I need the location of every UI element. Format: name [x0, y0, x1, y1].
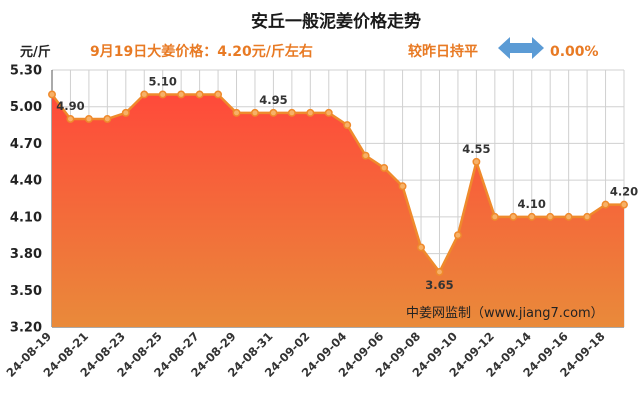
data-point: [453, 231, 462, 240]
y-tick-label: 4.40: [10, 174, 42, 189]
data-point: [417, 243, 425, 252]
data-point: [177, 90, 186, 99]
data-label: 3.65: [425, 278, 453, 292]
data-point: [269, 108, 278, 117]
data-labels: 4.90 5.10 4.95 3.65 4.55 4.10 4.20: [56, 74, 638, 291]
data-point: [48, 90, 56, 99]
change-value: 0.00%: [550, 44, 599, 60]
data-point: [324, 108, 333, 117]
data-point: [103, 115, 112, 123]
double-arrow-icon: [498, 37, 544, 59]
data-point: [398, 182, 407, 191]
data-point: [472, 157, 481, 166]
y-tick-label: 3.80: [10, 247, 42, 262]
watermark: 中姜网监制（www.jiang7.com）: [406, 306, 604, 321]
data-point: [306, 108, 315, 117]
data-label: 5.10: [149, 74, 177, 88]
y-tick-label: 4.10: [10, 210, 42, 225]
data-point: [140, 90, 149, 99]
data-point: [343, 121, 352, 130]
y-axis: 3.20 3.50 3.80 4.10 4.40 4.70 5.00 5.30: [10, 64, 42, 336]
data-point: [158, 90, 167, 99]
chart-title: 安丘一般泥姜价格走势: [251, 11, 421, 32]
data-point: [546, 212, 555, 221]
y-tick-label: 4.70: [10, 137, 42, 152]
data-point: [361, 151, 370, 160]
data-point: [620, 200, 628, 209]
data-point: [490, 212, 499, 221]
data-point: [214, 90, 223, 99]
data-point: [251, 108, 259, 117]
data-label: 4.10: [518, 197, 546, 211]
y-tick-label: 3.50: [10, 284, 42, 299]
data-point: [121, 108, 130, 117]
change-text: 较昨日持平: [408, 43, 478, 60]
data-label: 4.90: [56, 99, 84, 113]
data-point: [84, 115, 93, 123]
data-label: 4.55: [462, 142, 490, 156]
data-point: [66, 115, 75, 123]
data-point: [564, 212, 573, 221]
x-axis: 24-08-1924-08-2124-08-2324-08-2524-08-27…: [4, 329, 608, 380]
data-point: [583, 212, 592, 221]
y-unit-label: 元/斤: [20, 44, 51, 60]
data-point: [527, 212, 536, 221]
data-point: [195, 90, 204, 99]
data-point: [380, 163, 389, 172]
y-tick-label: 3.20: [10, 321, 42, 336]
chart-subtitle: 9月19日大姜价格：4.20元/斤左右: [90, 43, 313, 60]
y-tick-label: 5.00: [10, 100, 42, 115]
data-point: [232, 108, 241, 117]
data-point: [509, 212, 518, 221]
data-label: 4.20: [610, 185, 638, 199]
data-label: 4.95: [259, 93, 287, 107]
series: [48, 90, 628, 327]
area-fill: [52, 94, 624, 327]
data-point: [287, 108, 296, 117]
data-point: [435, 267, 444, 276]
data-point: [601, 200, 610, 209]
y-tick-label: 5.30: [10, 64, 42, 79]
